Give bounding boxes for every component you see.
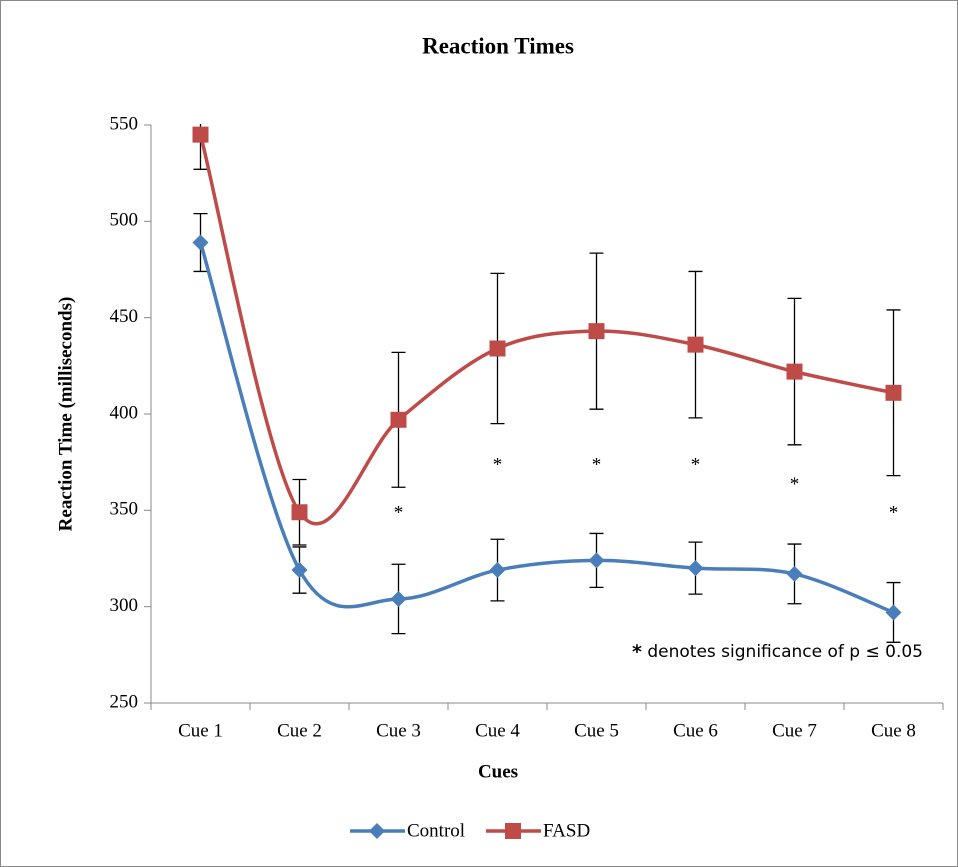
note-marker: * — [632, 641, 642, 663]
y-tick-label: 350 — [110, 499, 139, 520]
x-tick-label: Cue 5 — [574, 720, 619, 741]
point-marker — [786, 363, 803, 380]
y-tick-label: 500 — [110, 210, 139, 231]
point-marker — [192, 126, 209, 143]
x-axis-label: Cues — [478, 761, 518, 782]
plot-area — [192, 124, 902, 643]
y-tick-label: 250 — [110, 691, 139, 712]
significance-marker: * — [592, 455, 602, 476]
point-marker — [192, 234, 209, 251]
y-axis-label: Reaction Time (milliseconds) — [55, 297, 76, 532]
x-tick-label: Cue 2 — [277, 720, 322, 741]
y-tick-label: 550 — [110, 113, 139, 134]
point-marker — [505, 823, 521, 839]
point-marker — [291, 562, 308, 579]
y-tick-label: 400 — [110, 402, 139, 423]
point-marker — [786, 565, 803, 582]
point-marker — [489, 562, 506, 579]
x-tick-label: Cue 8 — [871, 720, 916, 741]
point-marker — [489, 340, 506, 357]
significance-marker: * — [691, 455, 701, 476]
x-tick-label: Cue 3 — [376, 720, 421, 741]
point-marker — [885, 384, 902, 401]
y-tick-label: 300 — [110, 595, 139, 616]
x-tick-label: Cue 6 — [673, 720, 718, 741]
point-marker — [687, 336, 704, 353]
point-marker — [369, 823, 385, 839]
significance-marker: * — [889, 503, 899, 524]
point-marker — [390, 411, 407, 428]
significance-marker: * — [394, 503, 404, 524]
x-tick-label: Cue 7 — [772, 720, 817, 741]
point-marker — [588, 323, 605, 340]
note-text: denotes significance of p ≤ 0.05 — [647, 642, 923, 662]
x-tick-label: Cue 4 — [475, 720, 520, 741]
point-marker — [885, 604, 902, 621]
significance-note: * denotes significance of p ≤ 0.05 — [632, 641, 923, 663]
y-tick-label: 450 — [110, 306, 139, 327]
legend-label: Control — [407, 820, 465, 841]
significance-marker: * — [493, 455, 503, 476]
point-marker — [687, 560, 704, 577]
point-marker — [588, 552, 605, 569]
significance-marker: * — [790, 474, 800, 495]
x-tick-label: Cue 1 — [178, 720, 223, 741]
point-marker — [291, 504, 308, 521]
point-marker — [390, 590, 407, 607]
legend-label: FASD — [543, 820, 590, 841]
chart-title: Reaction Times — [422, 33, 574, 58]
